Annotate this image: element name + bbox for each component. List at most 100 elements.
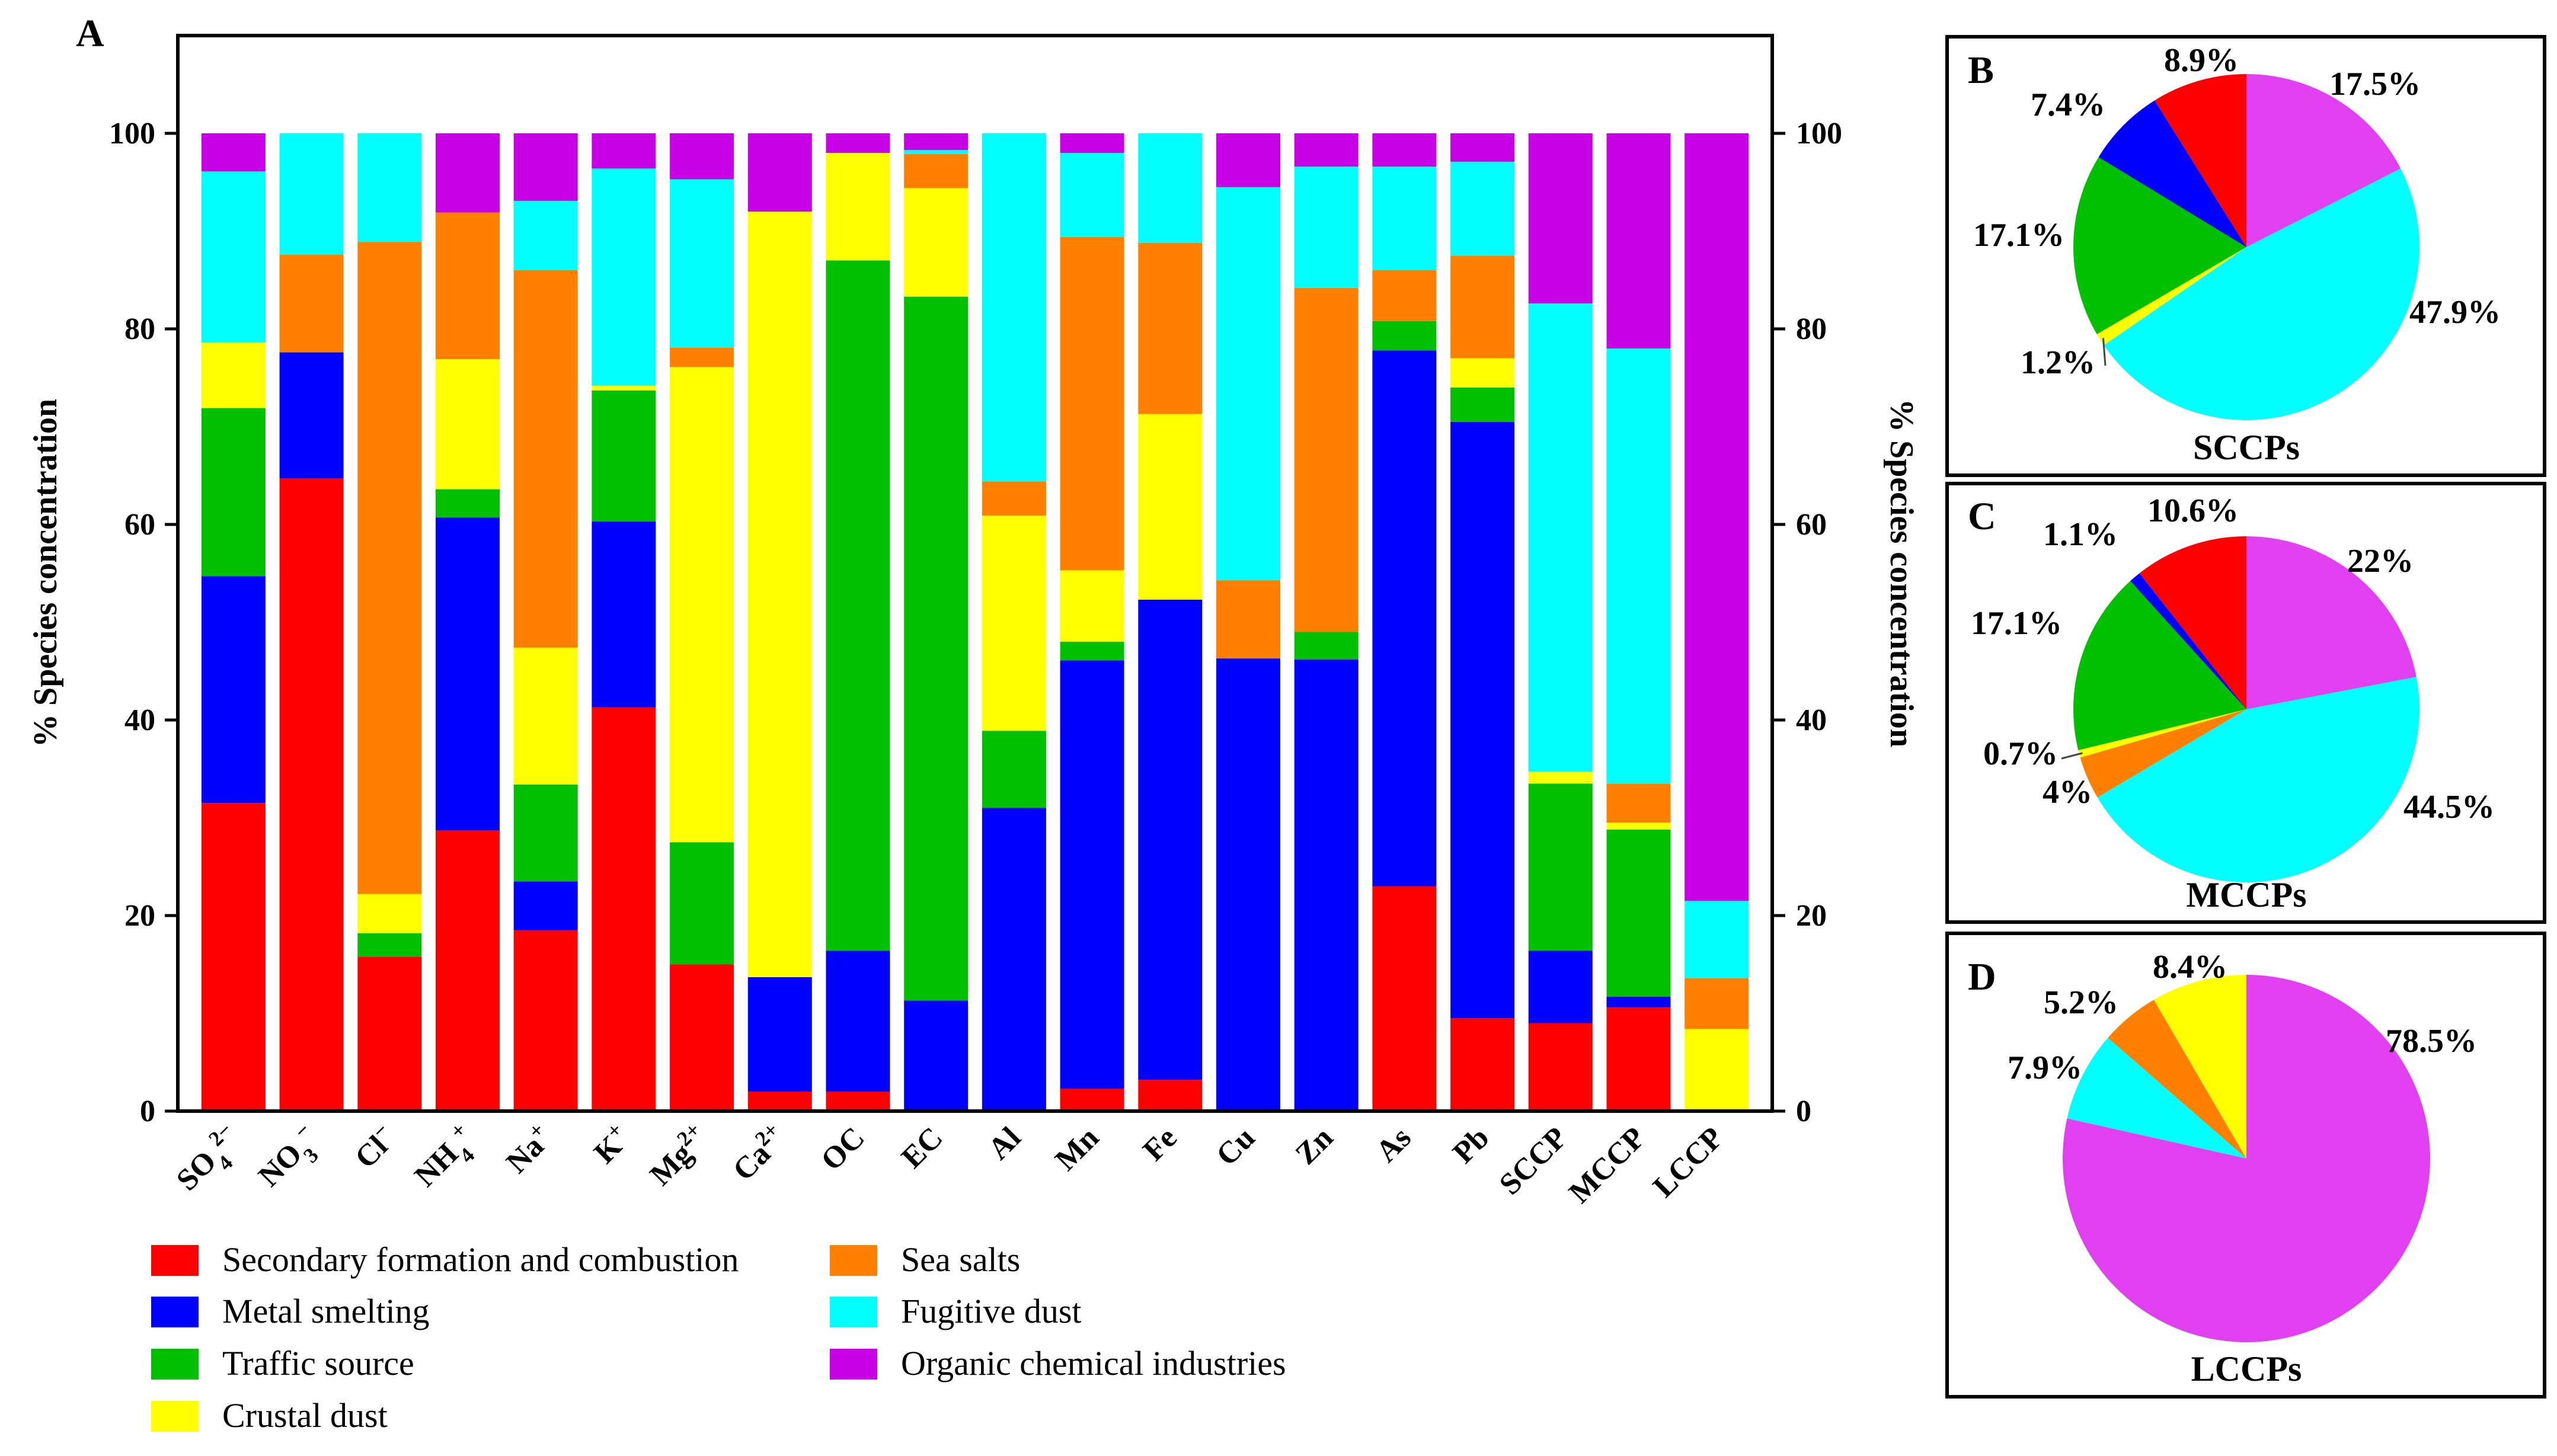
category-sup: − (289, 1118, 315, 1143)
bar-segment-metal (201, 576, 266, 804)
bar-segment-traffic (1294, 632, 1359, 660)
category-sup: 2− (204, 1118, 237, 1151)
category-label: K+ (587, 1118, 628, 1170)
category-label: Cu (1210, 1121, 1261, 1172)
bar-segment-metal (279, 352, 344, 479)
bar-segment-secondary (357, 956, 422, 1111)
bar-segment-organic (201, 133, 266, 172)
pie-label-traffic: 17.1% (1973, 217, 2064, 254)
pie-label-secondary: 8.9% (2164, 42, 2239, 79)
category-base: Fe (1137, 1121, 1184, 1167)
bar-segment-metal (1606, 997, 1671, 1008)
pie-d: 78.5% 7.9% 5.2% 8.4% (2008, 949, 2477, 1342)
bar-segment-traffic (1060, 642, 1124, 661)
bar-segment-sea (670, 347, 734, 367)
bar-segment-sea (1060, 236, 1124, 571)
bar-segment-traffic (357, 933, 422, 957)
bar-segment-secondary (279, 478, 344, 1111)
bar-segment-organic (904, 133, 969, 151)
pie-slice-crustal (2078, 709, 2246, 758)
bar-segment-organic (1372, 133, 1437, 167)
bar-segment-secondary (1606, 1007, 1671, 1111)
pie-slice-metal (2130, 573, 2246, 709)
bar-segment-organic (1528, 133, 1593, 304)
bar-segment-crustal (1606, 823, 1671, 830)
bar-segment-organic (1216, 133, 1280, 187)
category-label: SO42− (170, 1118, 237, 1197)
y-axis-title-left: % Species concentration (27, 399, 64, 747)
category-label: Mn (1049, 1121, 1106, 1177)
category-label-text: Zn (1289, 1121, 1340, 1171)
panel-a-letter: A (76, 12, 104, 55)
bar-segment-secondary (1060, 1089, 1124, 1111)
legend-swatch-metal (151, 1297, 199, 1327)
category-label: LCCP (1647, 1121, 1730, 1204)
legend-swatch-organic (830, 1349, 877, 1380)
category-base: NH (408, 1137, 465, 1193)
category-base: Zn (1289, 1121, 1340, 1171)
panel-b: B 17.5% 47.9% 1.2% 17.1% 7.4% 8.9% SCCPs (1945, 35, 2546, 477)
bar-segment-sea (1372, 270, 1437, 321)
category-label: Cl− (349, 1118, 394, 1175)
panel-b-title: SCCPs (2193, 428, 2300, 467)
bar-segment-organic (1606, 133, 1671, 348)
bar-segment-fugitive (513, 200, 578, 270)
category-base: Cu (1210, 1121, 1261, 1172)
pie-slice-fugitive (2097, 677, 2420, 883)
bar-segment-metal (1372, 350, 1437, 887)
pie-leader-line (2102, 338, 2107, 366)
category-label: Fe (1137, 1121, 1184, 1167)
pie-slice-crustal (2096, 247, 2246, 345)
legend-label-secondary: Secondary formation and combustion (222, 1240, 739, 1279)
bar-segment-sea (1138, 242, 1203, 414)
plot-frame (176, 34, 1774, 1113)
bar-segment-crustal (1138, 414, 1203, 600)
category-base: NO (252, 1137, 308, 1193)
bar-segment-sea (1606, 783, 1671, 823)
bar-segment-metal (1450, 421, 1515, 1019)
pie-slice-fugitive (2104, 168, 2419, 420)
panel-b-frame (1945, 35, 2546, 477)
panel-c-title: MCCPs (2186, 875, 2306, 914)
panel-d: D 78.5% 7.9% 5.2% 8.4% LCCPs (1945, 932, 2546, 1399)
y-tick-label-right: 40 (1796, 703, 1827, 737)
pie-b: 17.5% 47.9% 1.2% 17.1% 7.4% 8.9% (1973, 42, 2501, 420)
pie-leader-line (2061, 752, 2083, 760)
bar-segment-fugitive (1450, 161, 1515, 256)
pie-slice-secondary (2155, 74, 2246, 247)
y-tick-label-left: 40 (124, 703, 155, 737)
bar-segment-secondary (1528, 1023, 1593, 1111)
bar-segment-fugitive (1216, 187, 1280, 581)
bar-segment-sea (982, 481, 1046, 516)
bar-segment-metal (1528, 951, 1593, 1023)
pie-c: 22% 44.5% 4%0.7% 17.1% 1.1% 10.6% (1971, 492, 2495, 883)
bar-segment-crustal (982, 516, 1046, 731)
category-label-text: EC (895, 1121, 949, 1175)
legend-swatch-fugitive (830, 1297, 877, 1327)
bar-segment-metal (1294, 659, 1359, 1111)
legend-swatch-traffic (151, 1349, 199, 1380)
bar-segment-organic (1294, 133, 1359, 167)
pie-label-fugitive: 7.9% (2008, 1049, 2082, 1086)
pie-slice-secondary (2139, 536, 2246, 709)
bar-segment-traffic (1450, 388, 1515, 422)
bar-segment-crustal (1060, 570, 1124, 642)
bar-segment-traffic (513, 784, 578, 882)
bar-segment-traffic (201, 408, 266, 577)
category-sup: + (446, 1118, 471, 1143)
bar-segment-fugitive (904, 150, 969, 154)
panel-c-frame (1945, 482, 2546, 924)
pie-label-crustal: 8.4% (2153, 949, 2227, 985)
pie-label-crustal: 0.7% (1983, 735, 2058, 772)
bar-segment-crustal (747, 212, 812, 977)
panel-d-letter: D (1968, 955, 1996, 999)
y-tick-label-right: 0 (1796, 1095, 1811, 1128)
bar-segment-sea (357, 242, 422, 894)
category-label: MCCP (1562, 1121, 1652, 1210)
category-label: As (1370, 1121, 1418, 1169)
panel-d-title: LCCPs (2191, 1349, 2302, 1388)
bar-segment-traffic (436, 489, 500, 518)
panel-b-letter: B (1968, 49, 1994, 92)
legend-label-fugitive: Fugitive dust (901, 1292, 1082, 1330)
